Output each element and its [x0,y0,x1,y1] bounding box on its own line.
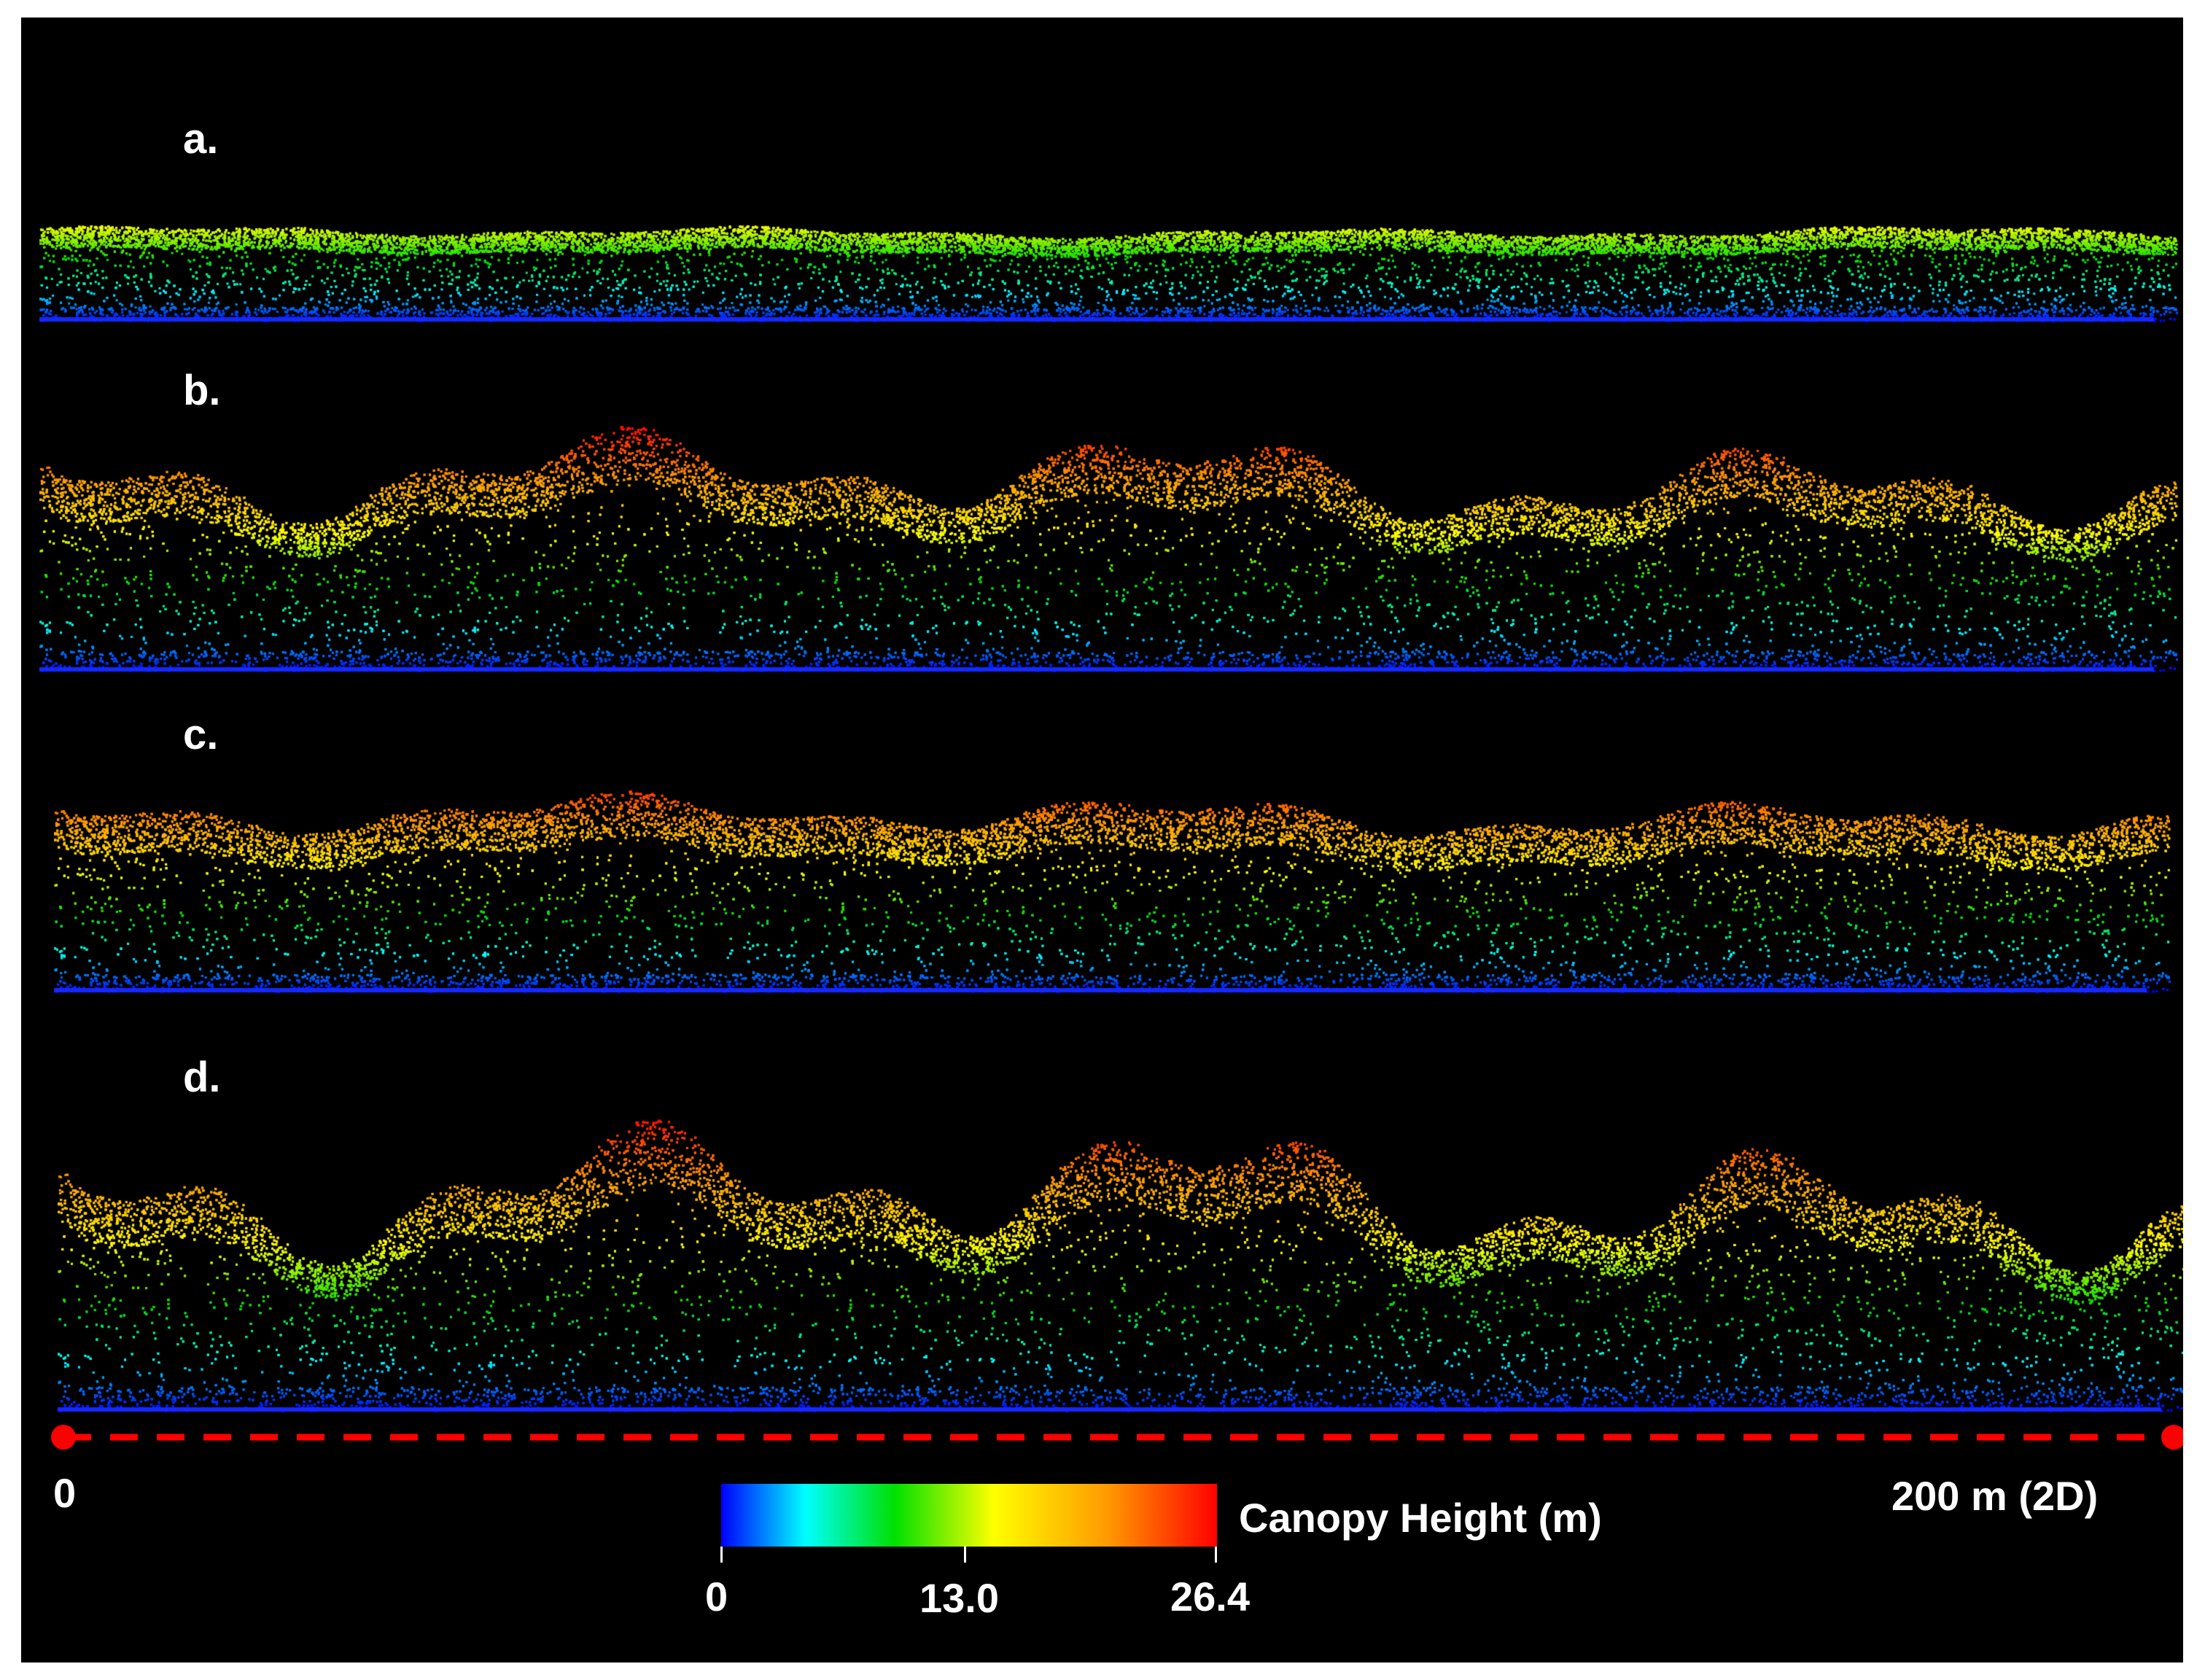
colorbar-mid-label: 13.0 [919,1575,999,1621]
transect-scale [51,1425,2183,1450]
colorbar-tick-mid [964,1547,966,1563]
colorbar-title: Canopy Height (m) [1239,1495,1602,1541]
transect-start-dot [51,1425,76,1450]
transect-end-dot [2161,1425,2183,1450]
panel-label-a: a. [183,115,219,163]
transect-start-label: 0 [53,1470,77,1516]
panel-label-d: d. [183,1054,221,1101]
transect-end-label: 200 m (2D) [1891,1473,2099,1519]
panel-label-c: c. [183,711,219,758]
colorbar-tick-max [1215,1547,1217,1563]
colorbar-max-label: 26.4 [1170,1574,1250,1619]
colorbar-min-label: 0 [705,1574,728,1619]
panel-label-b: b. [183,367,221,414]
colorbar-gradient [721,1484,1217,1547]
point-cloud-profiles [21,18,2183,1439]
colorbar-tick-min [720,1547,723,1563]
lidar-figure: a. b. c. d. 0 200 m (2D) Canopy Height (… [21,18,2183,1662]
